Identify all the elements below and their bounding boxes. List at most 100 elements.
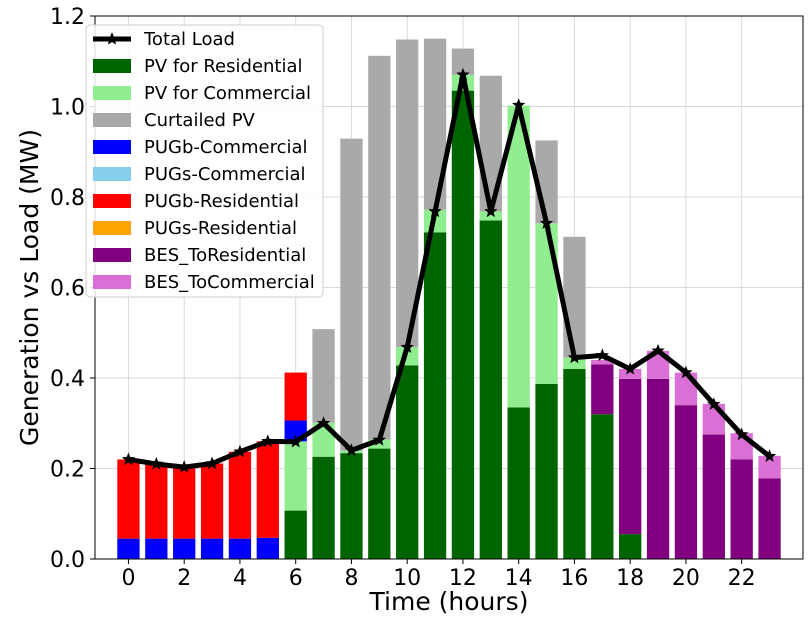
x-tick-label: 6 (289, 566, 303, 591)
bar-curtailed-pv (396, 39, 419, 348)
x-tick-label: 16 (560, 566, 588, 591)
bar-bes-tocommercial (702, 403, 725, 435)
legend-label: PV for Residential (144, 56, 303, 77)
legend-swatch (93, 59, 131, 73)
bar-pugb-residential (284, 372, 307, 421)
bar-bes-toresidential (758, 478, 781, 559)
bar-pv-for-commercial (563, 357, 586, 369)
total-load-marker (149, 456, 163, 470)
bar-pugb-commercial (145, 538, 168, 559)
total-load-marker (539, 216, 554, 229)
total-load-line (128, 72, 772, 470)
bar-pv-for-residential (340, 453, 363, 559)
bar-pv-for-commercial (507, 105, 530, 408)
total-load-marker (623, 361, 637, 375)
bar-pugb-commercial (117, 538, 140, 559)
total-load-marker (233, 444, 247, 458)
total-load-marker (484, 204, 498, 218)
legend-swatch (93, 113, 131, 127)
x-tick-label: 12 (449, 566, 477, 591)
total-load-marker (512, 98, 526, 111)
total-load-marker (289, 434, 303, 448)
total-load-marker (735, 427, 749, 441)
total-load-marker (567, 350, 582, 364)
legend-swatch (93, 221, 131, 235)
legend-label: PUGs-Commercial (144, 164, 306, 185)
bar-bes-tocommercial (758, 455, 781, 479)
y-tick-label: 0.8 (50, 186, 85, 211)
total-load-marker (762, 449, 777, 462)
y-tick-label: 1.2 (50, 5, 85, 30)
total-load-marker (428, 204, 442, 218)
bar-bes-tocommercial (591, 359, 614, 365)
legend-swatch (93, 248, 131, 262)
bar-pv-for-residential (451, 90, 475, 559)
bar-bes-toresidential (730, 459, 753, 559)
bar-pv-for-commercial (479, 211, 502, 221)
x-tick-label: 10 (393, 566, 421, 591)
bar-bes-toresidential (646, 378, 670, 559)
bar-curtailed-pv (368, 55, 391, 440)
bar-pv-for-residential (535, 383, 558, 559)
legend-label: PV for Commercial (144, 83, 311, 104)
bar-bes-tocommercial (674, 372, 698, 406)
bar-pv-for-commercial (284, 441, 307, 511)
bar-pv-for-residential (591, 414, 614, 559)
x-tick-label: 18 (616, 566, 644, 591)
legend-swatch (93, 275, 131, 289)
x-tick-label: 0 (121, 566, 135, 591)
bar-bes-toresidential (591, 364, 614, 415)
y-axis-label: Generation vs Load (MW) (15, 129, 44, 446)
total-load-line-group (121, 67, 777, 473)
legend-label: BES_ToResidential (144, 245, 306, 266)
total-load-marker (316, 416, 331, 429)
y-axis-ticks: 0.0 0.2 0.4 0.6 0.8 1.0 1.2 (50, 5, 95, 573)
bar-pugb-commercial (228, 538, 252, 559)
legend-marker-total-load (105, 32, 119, 45)
bar-pugb-residential (173, 467, 196, 539)
bar-pv-for-residential (368, 448, 391, 559)
bar-pv-for-residential (423, 232, 447, 560)
legend-swatch (93, 194, 131, 208)
bar-curtailed-pv (451, 48, 475, 75)
bar-pugb-commercial (256, 537, 279, 559)
bar-pv-for-residential (619, 534, 642, 559)
total-load-marker (121, 452, 136, 466)
total-load-marker (707, 397, 721, 410)
legend-swatch (93, 167, 131, 181)
x-tick-label: 4 (233, 566, 247, 591)
legend-label: BES_ToCommercial (144, 272, 315, 293)
x-tick-label: 2 (177, 566, 191, 591)
y-tick-label: 0.4 (50, 367, 85, 392)
x-axis-ticks: 0 2 4 6 8 10 12 14 16 18 20 22 (121, 559, 756, 591)
bar-bes-tocommercial (619, 368, 642, 379)
legend: Total Load PV for Residential PV for Comme… (85, 24, 324, 298)
legend-label: Curtailed PV (144, 110, 256, 131)
legend-label: PUGb-Residential (144, 191, 299, 212)
legend-swatch (93, 86, 131, 100)
bar-bes-toresidential (702, 434, 725, 559)
total-load-marker (344, 443, 359, 457)
bar-curtailed-pv (423, 38, 447, 210)
total-load-marker (205, 456, 219, 470)
bar-curtailed-pv (312, 329, 335, 423)
bar-pugb-residential (117, 459, 140, 539)
y-tick-label: 0.2 (50, 458, 85, 483)
total-load-marker (372, 432, 386, 446)
bar-bes-toresidential (674, 405, 698, 559)
total-load-marker (261, 434, 275, 448)
bar-pv-for-commercial (535, 223, 558, 384)
bar-stacks (117, 38, 781, 560)
bar-pugb-residential (200, 463, 224, 539)
bar-pv-for-residential (507, 407, 530, 559)
bar-pugb-commercial (173, 538, 196, 559)
x-tick-label: 14 (505, 566, 533, 591)
y-tick-label: 0.6 (50, 277, 85, 302)
x-tick-label: 22 (728, 566, 756, 591)
x-tick-label: 8 (344, 566, 358, 591)
bar-pv-for-residential (284, 510, 307, 559)
bar-pv-for-residential (479, 220, 502, 559)
total-load-marker (651, 343, 665, 357)
total-load-marker (177, 460, 191, 473)
